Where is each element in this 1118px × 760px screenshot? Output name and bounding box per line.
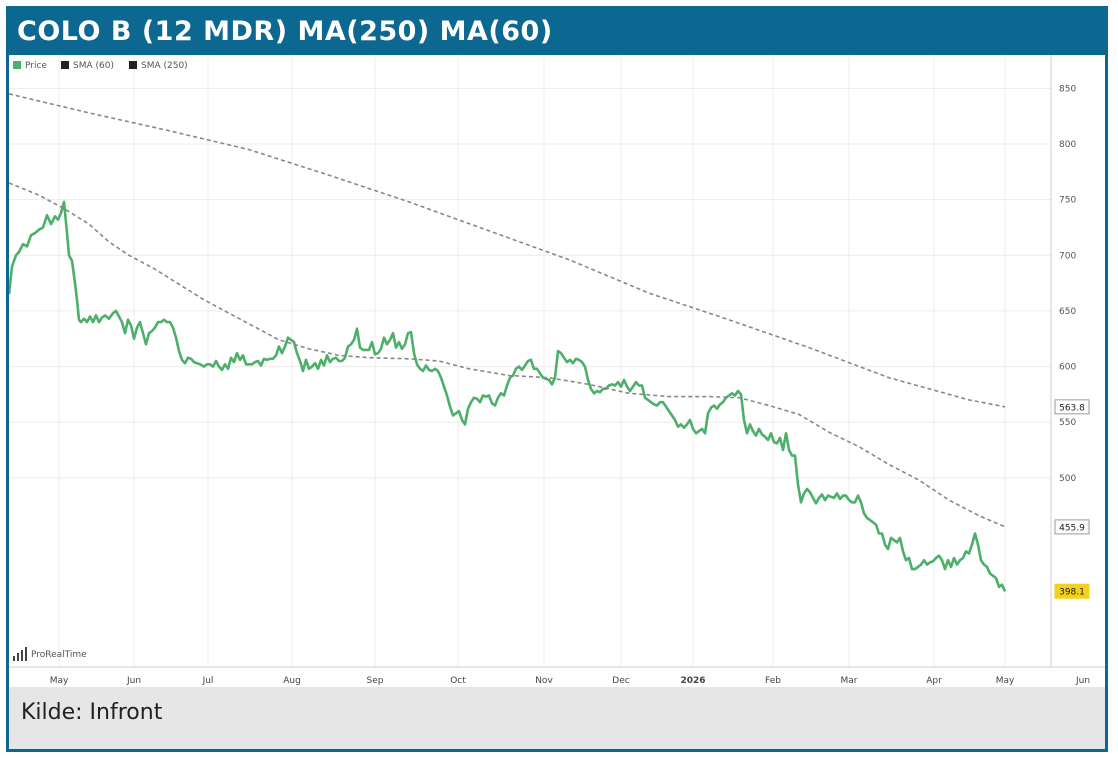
x-tick-label: Mar (841, 676, 858, 686)
source-footer: Kilde: Infront (9, 687, 1105, 749)
x-tick-label: Jun (126, 676, 141, 686)
x-tick-label: Jun (1075, 676, 1090, 686)
series-line-sma60 (8, 182, 1006, 528)
y-tick-label: 550 (1059, 418, 1076, 428)
x-axis-ticks: May Jun Jul Aug Sep Oct Nov Dec 2026 Feb Mar Apr May… (50, 676, 1090, 686)
legend-entry-price: Price (13, 61, 47, 71)
watermark-text: ProRealTime (31, 650, 87, 660)
legend-swatch-price (13, 61, 21, 69)
series-line-price (7, 200, 1007, 592)
legend-label-price: Price (25, 61, 47, 71)
price-chart: 850 800 750 700 650 600 550 500 May Jun Jul Aug Sep… (7, 55, 1105, 689)
x-tick-label: Sep (367, 676, 384, 686)
series-line-sma250 (8, 93, 1006, 408)
chart-title: COLO B (12 MDR) MA(250) MA(60) (9, 9, 1105, 55)
x-tick-label: Nov (535, 676, 553, 686)
last-value-sma60: 455.9 (1059, 523, 1085, 533)
watermark-bar-icon (13, 656, 15, 661)
y-tick-label: 750 (1059, 196, 1076, 206)
last-tag-box-sma250 (1054, 399, 1090, 415)
x-tick-label: Feb (765, 676, 781, 686)
chart-legend: Price SMA (60) SMA (250) (13, 61, 188, 71)
x-tick-label: May (50, 676, 69, 686)
x-tick-label: 2026 (680, 676, 705, 686)
legend-swatch-sma60 (61, 61, 69, 69)
x-tick-label: Oct (450, 676, 466, 686)
legend-entry-sma60: SMA (60) (61, 61, 114, 71)
y-tick-label: 850 (1059, 84, 1076, 94)
y-tick-label: 600 (1059, 363, 1076, 373)
prorealtime-watermark: ProRealTime (13, 647, 87, 661)
last-value-sma250: 563.8 (1059, 403, 1085, 413)
chart-frame: COLO B (12 MDR) MA(250) MA(60) 850 800 750… (6, 6, 1108, 752)
legend-label-sma250: SMA (250) (141, 61, 188, 71)
x-tick-label: Apr (926, 676, 942, 686)
x-tick-label: Dec (612, 676, 629, 686)
y-tick-label: 500 (1059, 474, 1076, 484)
last-tag-box-sma60 (1054, 519, 1090, 535)
x-tick-label: May (996, 676, 1015, 686)
chart-area: 850 800 750 700 650 600 550 500 May Jun Jul Aug Sep… (7, 55, 1105, 689)
y-tick-label: 650 (1059, 307, 1076, 317)
horizontal-gridlines (9, 87, 1051, 479)
series-layer (7, 93, 1007, 592)
legend-entry-sma250: SMA (250) (129, 61, 188, 71)
y-tick-label: 700 (1059, 251, 1076, 261)
vertical-gridlines (58, 55, 1006, 667)
y-tick-label: 800 (1059, 140, 1076, 150)
last-value-tags: 563.8 455.9 398.1 (1054, 399, 1090, 599)
last-tag-box-price (1054, 583, 1090, 599)
x-tick-label: Jul (202, 676, 214, 686)
legend-label-sma60: SMA (60) (73, 61, 114, 71)
last-value-price: 398.1 (1059, 588, 1085, 598)
legend-swatch-sma250 (129, 61, 137, 69)
y-axis-ticks: 850 800 750 700 650 600 550 500 (1059, 84, 1076, 483)
x-tick-label: Aug (283, 676, 301, 686)
